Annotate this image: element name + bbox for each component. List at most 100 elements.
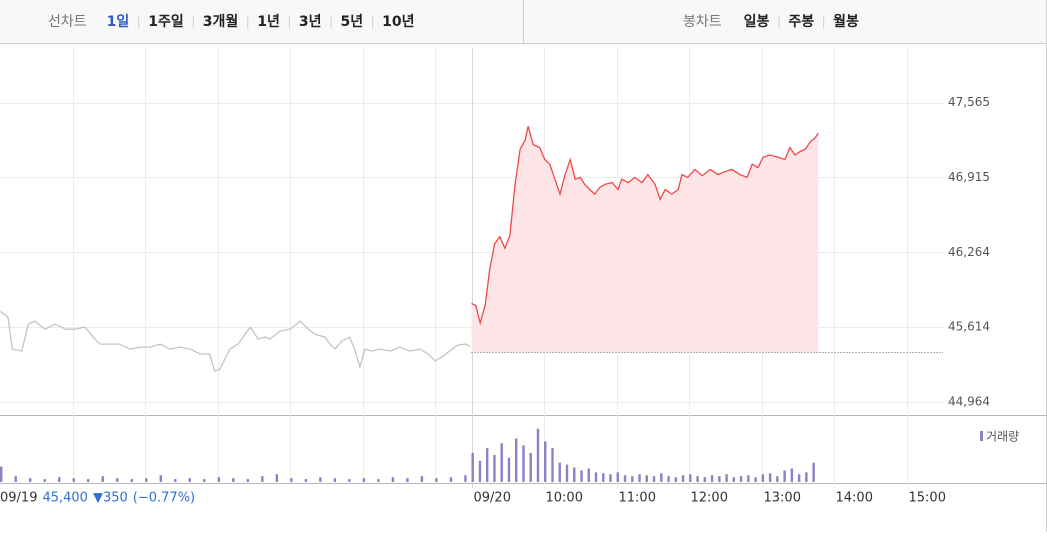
candle-tab[interactable]: 일봉 xyxy=(744,14,770,30)
period-tab[interactable]: 5년 xyxy=(341,14,364,30)
period-tab[interactable]: 1일 xyxy=(107,14,130,30)
volume-bar xyxy=(710,475,714,482)
period-tab[interactable]: 3개월 xyxy=(203,13,239,30)
x-tick-label: 10:00 xyxy=(546,491,583,506)
y-tick-label: 44,964 xyxy=(948,394,990,408)
previous-rate: (−0.77%) xyxy=(133,491,195,506)
volume-bar xyxy=(797,474,801,482)
period-tab[interactable]: 10년 xyxy=(382,14,414,30)
volume-bar xyxy=(703,477,707,482)
volume-bar xyxy=(768,473,772,482)
volume-bar xyxy=(319,477,322,482)
period-tab[interactable]: 3년 xyxy=(299,14,322,30)
volume-bar xyxy=(783,470,786,482)
y-tick-label: 47,565 xyxy=(948,95,990,109)
volume-bar xyxy=(681,475,685,482)
volume-bar xyxy=(674,477,678,482)
volume-bar xyxy=(406,478,409,482)
volume-bar xyxy=(609,474,612,482)
volume-bar xyxy=(275,474,279,482)
volume-bar xyxy=(544,441,547,482)
volume-bar xyxy=(580,470,583,482)
toolbar: 선차트 1일 1주일 3개월 1년 3년 5년 10년 봉차트 일봉 주봉 월봉 xyxy=(48,13,859,30)
volume-bar xyxy=(493,454,496,482)
volume-bar xyxy=(246,479,250,482)
candle-chart-label: 봉차트 xyxy=(683,14,722,30)
volume-bar xyxy=(486,448,489,482)
volume-bar xyxy=(43,479,46,482)
legend-swatch xyxy=(980,431,983,441)
volume-bar xyxy=(689,474,692,482)
volume-bar xyxy=(471,453,474,482)
period-tab[interactable]: 1주일 xyxy=(148,14,184,30)
volume-bar xyxy=(747,475,750,482)
volume-bar xyxy=(203,479,206,482)
volume-bar xyxy=(565,464,569,482)
price-line xyxy=(471,126,819,326)
volume-bar xyxy=(594,472,598,482)
line-chart-label: 선차트 xyxy=(48,14,87,30)
period-tab[interactable]: 1년 xyxy=(257,14,280,30)
volume-bar xyxy=(616,472,619,482)
volume-bar xyxy=(558,462,561,482)
y-tick-label: 45,614 xyxy=(948,320,990,334)
volume-bar xyxy=(805,472,808,482)
x-tick-label: 14:00 xyxy=(836,491,873,506)
volume-bar xyxy=(130,479,133,482)
volume-bar xyxy=(101,476,104,482)
x-tick-label: 09/20 xyxy=(474,491,511,506)
volume-bar xyxy=(667,476,670,482)
volume-bar xyxy=(58,477,61,482)
volume-bar xyxy=(718,476,721,482)
y-tick-label: 46,915 xyxy=(948,170,990,184)
volume-bar xyxy=(304,479,308,482)
volume-bar xyxy=(0,466,3,482)
x-tick-label: 13:00 xyxy=(764,491,801,506)
volume-bar xyxy=(14,476,17,482)
volume-bar xyxy=(464,475,467,482)
volume-bar xyxy=(602,473,605,482)
volume-bar xyxy=(478,460,482,482)
volume-bar xyxy=(362,478,366,482)
candle-tab[interactable]: 월봉 xyxy=(833,13,859,30)
price-line xyxy=(0,310,471,372)
volume-bar xyxy=(500,443,503,482)
volume-bar xyxy=(812,462,815,482)
volume-bar xyxy=(652,476,656,482)
volume-bar xyxy=(116,478,119,482)
volume-bar xyxy=(348,479,351,482)
volume-bar xyxy=(145,478,148,482)
volume-bar xyxy=(188,478,191,482)
volume-bar xyxy=(623,475,627,482)
volume-bar xyxy=(377,479,380,482)
volume-bar xyxy=(72,478,75,482)
volume-bar xyxy=(515,438,518,482)
x-tick-label: 11:00 xyxy=(619,491,656,506)
area xyxy=(471,126,819,352)
volume-bar xyxy=(529,453,532,482)
volume-bar xyxy=(87,479,90,482)
volume-bar xyxy=(696,476,699,482)
candle-tab[interactable]: 주봉 xyxy=(788,14,814,30)
x-tick-label: 15:00 xyxy=(909,491,946,506)
volume-bar xyxy=(754,477,757,482)
previous-date: 09/19 xyxy=(0,491,37,506)
volume-bar xyxy=(435,478,438,482)
volume-bar xyxy=(645,475,648,482)
volume-bar xyxy=(761,474,765,482)
previous-change: ▼350 xyxy=(93,491,128,506)
previous-close: 45,400 xyxy=(42,491,88,506)
volume-bar xyxy=(732,477,736,482)
volume-bar xyxy=(507,457,511,482)
volume-bar xyxy=(290,478,293,482)
volume-bar xyxy=(420,476,424,482)
legend-label: 거래량 xyxy=(986,430,1019,444)
volume-bar xyxy=(261,476,264,482)
volume-bar xyxy=(217,477,221,482)
volume-bar xyxy=(660,473,663,482)
volume-bar xyxy=(631,476,634,482)
volume-bar xyxy=(159,475,162,482)
volume-bar xyxy=(536,428,540,482)
